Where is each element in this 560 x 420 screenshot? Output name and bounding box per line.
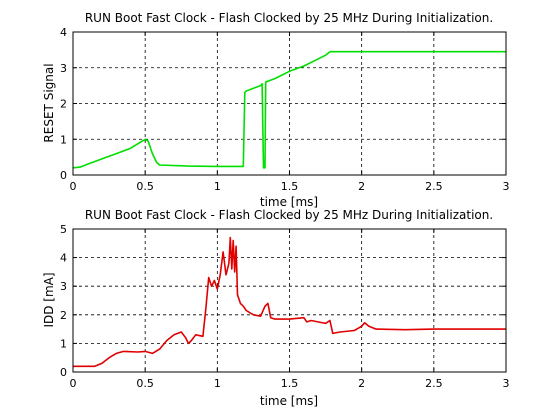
chart-1: RUN Boot Fast Clock - Flash Clocked by 2… — [42, 11, 510, 209]
series-line-1-0 — [73, 236, 506, 368]
chart-1-xlabel: time [ms] — [260, 195, 318, 209]
chart-1-plot — [72, 50, 506, 169]
chart-1-ylabel: RESET Signal — [42, 63, 56, 142]
x-tick-label: 1 — [214, 180, 221, 193]
y-tick-label: 2 — [60, 98, 67, 111]
y-tick-label: 1 — [60, 337, 67, 350]
x-tick-label: 3 — [503, 377, 510, 390]
chart-2-title: RUN Boot Fast Clock - Flash Clocked by 2… — [85, 208, 493, 222]
y-tick-label: 4 — [60, 252, 67, 265]
y-tick-label: 3 — [60, 62, 67, 75]
x-tick-label: 0.5 — [136, 180, 154, 193]
chart-2-frame — [72, 228, 507, 373]
x-tick-label: 3 — [503, 180, 510, 193]
x-tick-label: 0 — [70, 180, 77, 193]
chart-2-xlabel: time [ms] — [260, 394, 318, 408]
chart-2-grid — [73, 229, 506, 372]
x-tick-label: 2.5 — [425, 180, 443, 193]
y-tick-label: 3 — [60, 280, 67, 293]
x-tick-label: 1.5 — [281, 180, 299, 193]
chart-1-grid — [73, 32, 506, 175]
y-tick-label: 0 — [60, 366, 67, 379]
y-tick-label: 4 — [60, 26, 67, 39]
x-tick-label: 2.5 — [425, 377, 443, 390]
x-tick-label: 1.5 — [281, 377, 299, 390]
series-line-0-0 — [72, 50, 506, 169]
x-tick-label: 0 — [70, 377, 77, 390]
chart-2: RUN Boot Fast Clock - Flash Clocked by 2… — [42, 208, 510, 408]
x-tick-label: 1 — [214, 377, 221, 390]
chart-2-plot — [73, 236, 506, 368]
y-tick-label: 0 — [60, 169, 67, 182]
chart-2-ticks: 0 0.5 1 1.5 2 2.5 3 0 1 2 3 4 5 — [60, 223, 510, 390]
chart-2-ylabel: IDD [mA] — [42, 272, 56, 327]
y-tick-label: 1 — [60, 133, 67, 146]
chart-1-frame — [72, 31, 507, 176]
x-tick-label: 2 — [358, 377, 365, 390]
x-tick-label: 2 — [358, 180, 365, 193]
chart-1-title: RUN Boot Fast Clock - Flash Clocked by 2… — [85, 11, 493, 25]
x-tick-label: 0.5 — [136, 377, 154, 390]
y-tick-label: 2 — [60, 309, 67, 322]
y-tick-label: 5 — [60, 223, 67, 236]
